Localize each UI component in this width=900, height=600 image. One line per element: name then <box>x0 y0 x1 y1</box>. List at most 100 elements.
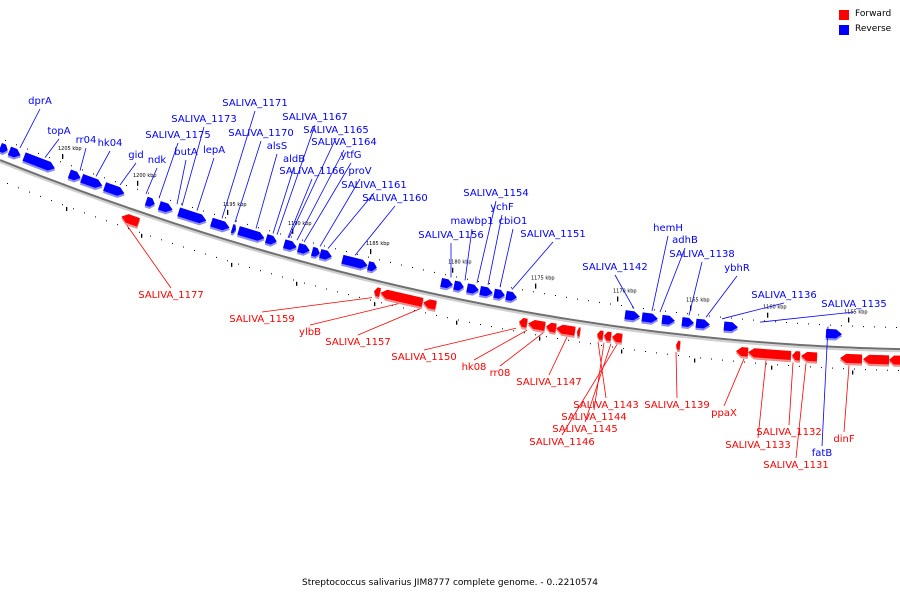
leader-line <box>561 344 618 436</box>
minor-tick <box>390 261 391 263</box>
minor-tick <box>60 161 61 163</box>
minor-tick <box>588 300 589 302</box>
leader-line <box>843 365 850 433</box>
gene-label: SALIVA_1135 <box>821 299 886 310</box>
minor-tick <box>346 251 347 253</box>
reverse-gene <box>103 182 125 196</box>
minor-tick <box>610 303 611 305</box>
minor-tick <box>280 233 281 235</box>
minor-tick <box>843 368 844 370</box>
leader-line <box>499 332 544 367</box>
minor-tick <box>368 256 369 258</box>
minor-tick <box>623 348 624 349</box>
leader-line <box>705 275 738 318</box>
gene-label: SALIVA_1131 <box>763 460 828 471</box>
major-tick <box>227 209 229 215</box>
reverse-gene <box>264 234 277 245</box>
reverse-gene <box>453 280 464 291</box>
minor-tick <box>491 326 492 328</box>
major-tick-lower <box>852 370 854 375</box>
minor-tick <box>863 326 864 328</box>
minor-tick <box>720 316 721 318</box>
reverse-gene <box>22 152 55 171</box>
minor-tick <box>577 298 578 300</box>
minor-tick <box>313 242 314 244</box>
minor-tick <box>126 185 127 187</box>
leader-line <box>296 149 345 241</box>
gene-label: ylbB <box>299 327 321 338</box>
major-tick <box>62 154 64 159</box>
minor-tick <box>766 363 767 365</box>
minor-tick <box>172 242 173 244</box>
gene-label: SALIVA_1164 <box>311 137 376 148</box>
leader-line <box>196 157 215 211</box>
minor-tick <box>203 210 204 212</box>
minor-tick <box>654 309 655 311</box>
minor-tick <box>568 339 569 341</box>
minor-tick <box>788 365 789 366</box>
minor-tick <box>865 369 866 371</box>
gene-label: SALIVA_1139 <box>644 400 709 411</box>
minor-tick <box>808 323 809 325</box>
reverse-gene <box>641 312 658 323</box>
minor-tick <box>533 291 534 293</box>
minor-tick <box>489 283 490 285</box>
reverse-gene <box>661 314 675 325</box>
tick-label: 1155 kbp <box>844 310 868 316</box>
forward-gene <box>863 354 890 365</box>
leader-line <box>181 126 205 206</box>
minor-tick <box>423 269 424 271</box>
gene-label: ytfG <box>340 150 361 161</box>
gene-label: SALIVA_1175 <box>145 130 210 141</box>
reverse-gene <box>505 290 517 301</box>
forward-gene <box>748 348 792 360</box>
minor-tick <box>302 239 303 241</box>
minor-tick <box>557 338 558 339</box>
minor-tick <box>260 270 261 272</box>
leader-line <box>487 214 503 286</box>
gene-label: SALIVA_1159 <box>229 314 294 325</box>
forward-gene <box>423 299 437 310</box>
gene-label: ppaX <box>711 408 737 419</box>
reverse-gene <box>237 226 265 241</box>
major-tick <box>848 317 850 323</box>
minor-tick <box>326 288 327 290</box>
minor-tick <box>632 306 633 308</box>
minor-tick <box>38 152 39 154</box>
minor-tick <box>656 352 657 354</box>
minor-tick <box>700 357 701 359</box>
minor-tick <box>425 312 426 314</box>
minor-tick <box>469 321 470 323</box>
gene-label: SALIVA_1145 <box>552 424 617 435</box>
forward-gene <box>792 351 801 361</box>
minor-tick <box>324 245 325 247</box>
leader-line <box>795 363 807 459</box>
minor-tick <box>854 368 855 370</box>
minor-tick <box>511 287 512 289</box>
forward-gene <box>604 331 612 342</box>
minor-tick <box>357 253 358 255</box>
leader-line <box>675 351 678 399</box>
forward-gene <box>380 289 424 307</box>
minor-tick <box>797 322 798 324</box>
minor-tick <box>612 346 613 348</box>
minor-tick <box>93 173 94 175</box>
legend-swatch-reverse <box>839 25 849 35</box>
leader-line <box>327 192 375 249</box>
gene-label: SALIVA_1177 <box>138 290 203 301</box>
forward-gene <box>556 324 576 336</box>
reverse-gene <box>479 286 493 297</box>
gene-label: SALIVA_1160 <box>362 193 427 204</box>
minor-tick <box>621 305 622 306</box>
leader-line <box>584 343 612 423</box>
tick-label: 1180 kbp <box>448 260 472 266</box>
reverse-gene <box>297 243 310 254</box>
leader-line <box>476 200 497 283</box>
tick-label: 1165 kbp <box>686 298 710 304</box>
minor-tick <box>115 181 116 183</box>
leader-line <box>19 108 41 149</box>
minor-tick <box>885 326 886 328</box>
minor-tick <box>676 312 677 313</box>
minor-tick <box>876 369 877 371</box>
